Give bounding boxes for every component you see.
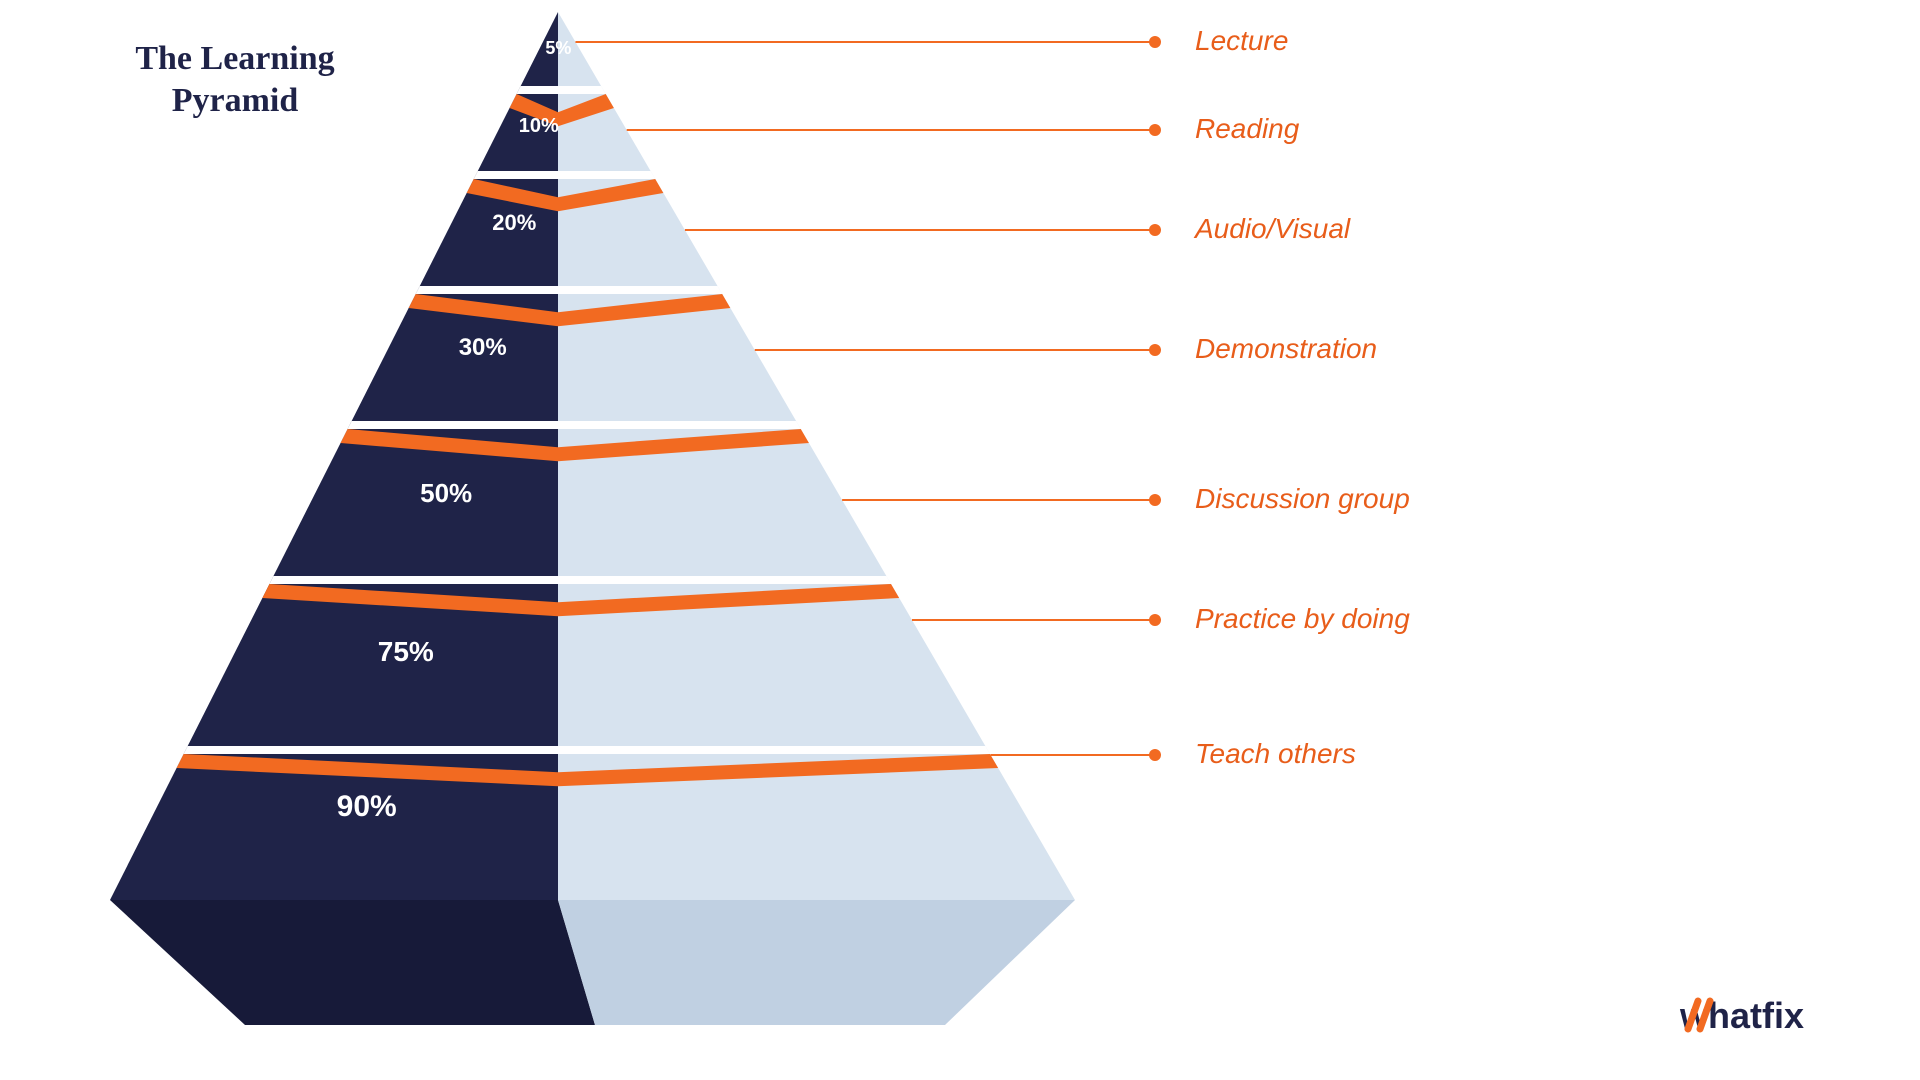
pct-1: 10% <box>499 115 579 138</box>
label-3: Demonstration <box>1195 333 1377 365</box>
label-4: Discussion group <box>1195 483 1410 515</box>
label-0: Lecture <box>1195 25 1288 57</box>
label-2: Audio/Visual <box>1195 213 1350 245</box>
pct-0: 5% <box>518 38 598 59</box>
pct-3: 30% <box>443 334 523 362</box>
pct-6: 90% <box>327 790 407 824</box>
label-1: Reading <box>1195 113 1299 145</box>
pct-2: 20% <box>474 210 554 236</box>
pct-4: 50% <box>406 478 486 509</box>
pyramid-svg <box>0 0 1920 1080</box>
logo-slash-icon <box>1680 995 1720 1035</box>
whatfix-logo: whatfix <box>1680 995 1804 1037</box>
label-5: Practice by doing <box>1195 603 1410 635</box>
title-line1: The Learning <box>105 40 365 78</box>
title-line2: Pyramid <box>105 82 365 120</box>
pct-5: 75% <box>366 636 446 668</box>
label-6: Teach others <box>1195 738 1356 770</box>
